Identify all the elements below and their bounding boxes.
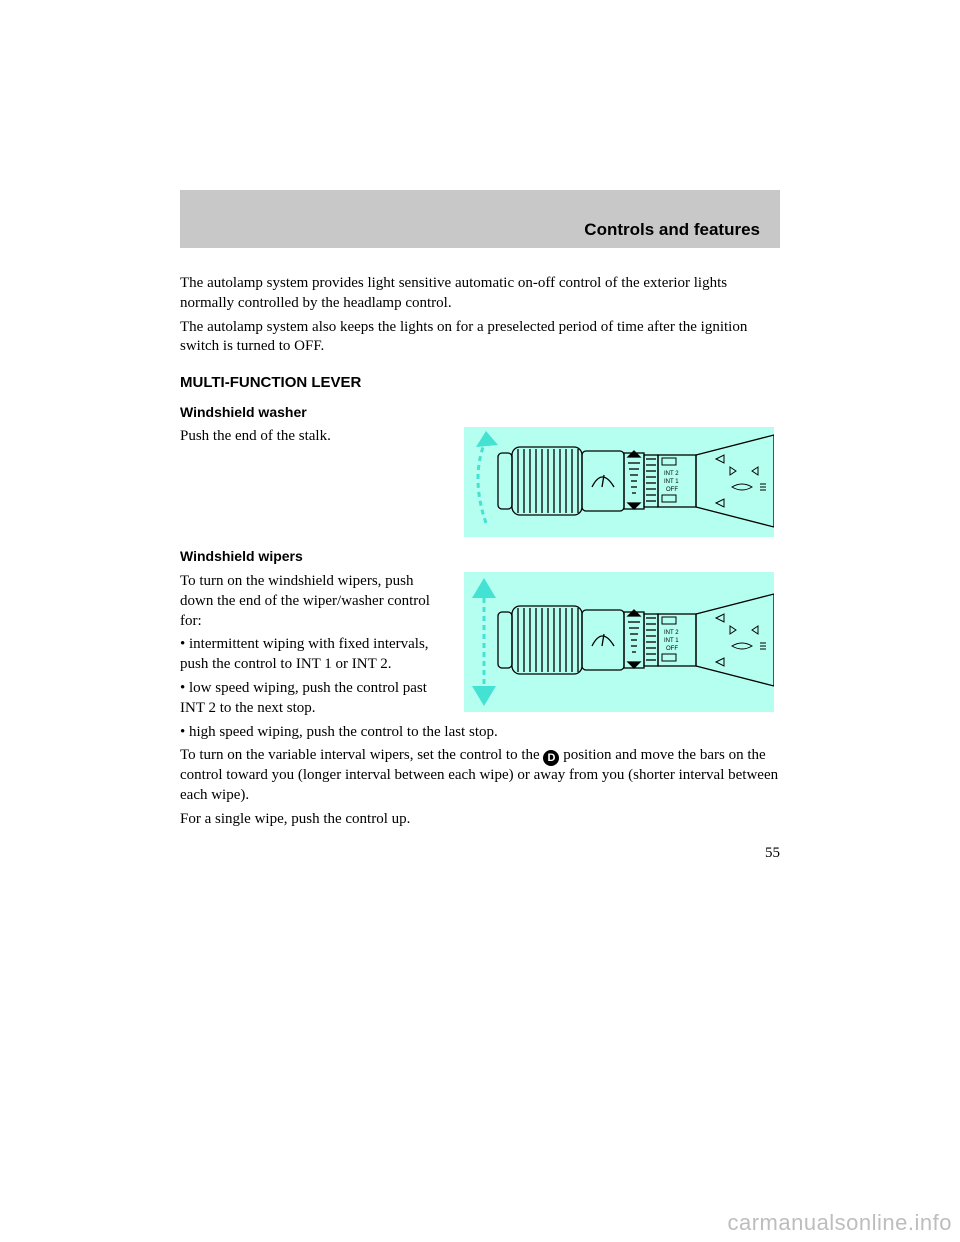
svg-text:INT 1: INT 1 — [664, 479, 679, 485]
wipers-row: To turn on the windshield wipers, push d… — [180, 572, 780, 723]
washer-diagram: INT 2 INT 1 OFF — [464, 427, 774, 537]
washer-text: Push the end of the stalk. — [180, 427, 450, 447]
body-content: The autolamp system provides light sensi… — [180, 274, 780, 863]
washer-text-col: Push the end of the stalk. — [180, 427, 450, 451]
header-band: Controls and features — [180, 190, 780, 248]
svg-text:OFF: OFF — [666, 487, 678, 493]
wipers-diagram: INT 2 INT 1 OFF — [464, 572, 774, 712]
subheading-washer: Windshield washer — [180, 403, 780, 421]
svg-text:INT 2: INT 2 — [664, 630, 679, 636]
wipers-bullet-1: • intermittent wiping with fixed interva… — [180, 635, 450, 675]
page-number: 55 — [180, 844, 780, 864]
d-badge-icon: D — [543, 750, 559, 766]
intro-paragraph-2: The autolamp system also keeps the light… — [180, 318, 780, 358]
subheading-wipers: Windshield wipers — [180, 547, 780, 565]
washer-row: Push the end of the stalk. — [180, 427, 780, 537]
wipers-bullet-2-text: low speed wiping, push the control past … — [180, 680, 427, 716]
wipers-p3: For a single wipe, push the control up. — [180, 810, 780, 830]
watermark: carmanualsonline.info — [727, 1210, 952, 1236]
page-title: Controls and features — [584, 220, 760, 240]
wipers-bullet-3: • high speed wiping, push the control to… — [180, 723, 780, 743]
wipers-bullet-2: • low speed wiping, push the control pas… — [180, 679, 450, 719]
wipers-p2: To turn on the variable interval wipers,… — [180, 746, 780, 806]
svg-text:INT 2: INT 2 — [664, 471, 679, 477]
svg-text:INT 1: INT 1 — [664, 638, 679, 644]
intro-paragraph-1: The autolamp system provides light sensi… — [180, 274, 780, 314]
wipers-p2-pre: To turn on the variable interval wipers,… — [180, 747, 543, 763]
wipers-bullet-3-text: high speed wiping, push the control to t… — [189, 724, 498, 740]
wipers-bullet-1-text: intermittent wiping with fixed intervals… — [180, 636, 429, 672]
section-heading-multifunction: MULTI-FUNCTION LEVER — [180, 373, 780, 393]
wipers-p1: To turn on the windshield wipers, push d… — [180, 572, 450, 631]
svg-text:OFF: OFF — [666, 646, 678, 652]
wipers-text-col: To turn on the windshield wipers, push d… — [180, 572, 450, 723]
manual-page: Controls and features The autolamp syste… — [180, 190, 780, 863]
